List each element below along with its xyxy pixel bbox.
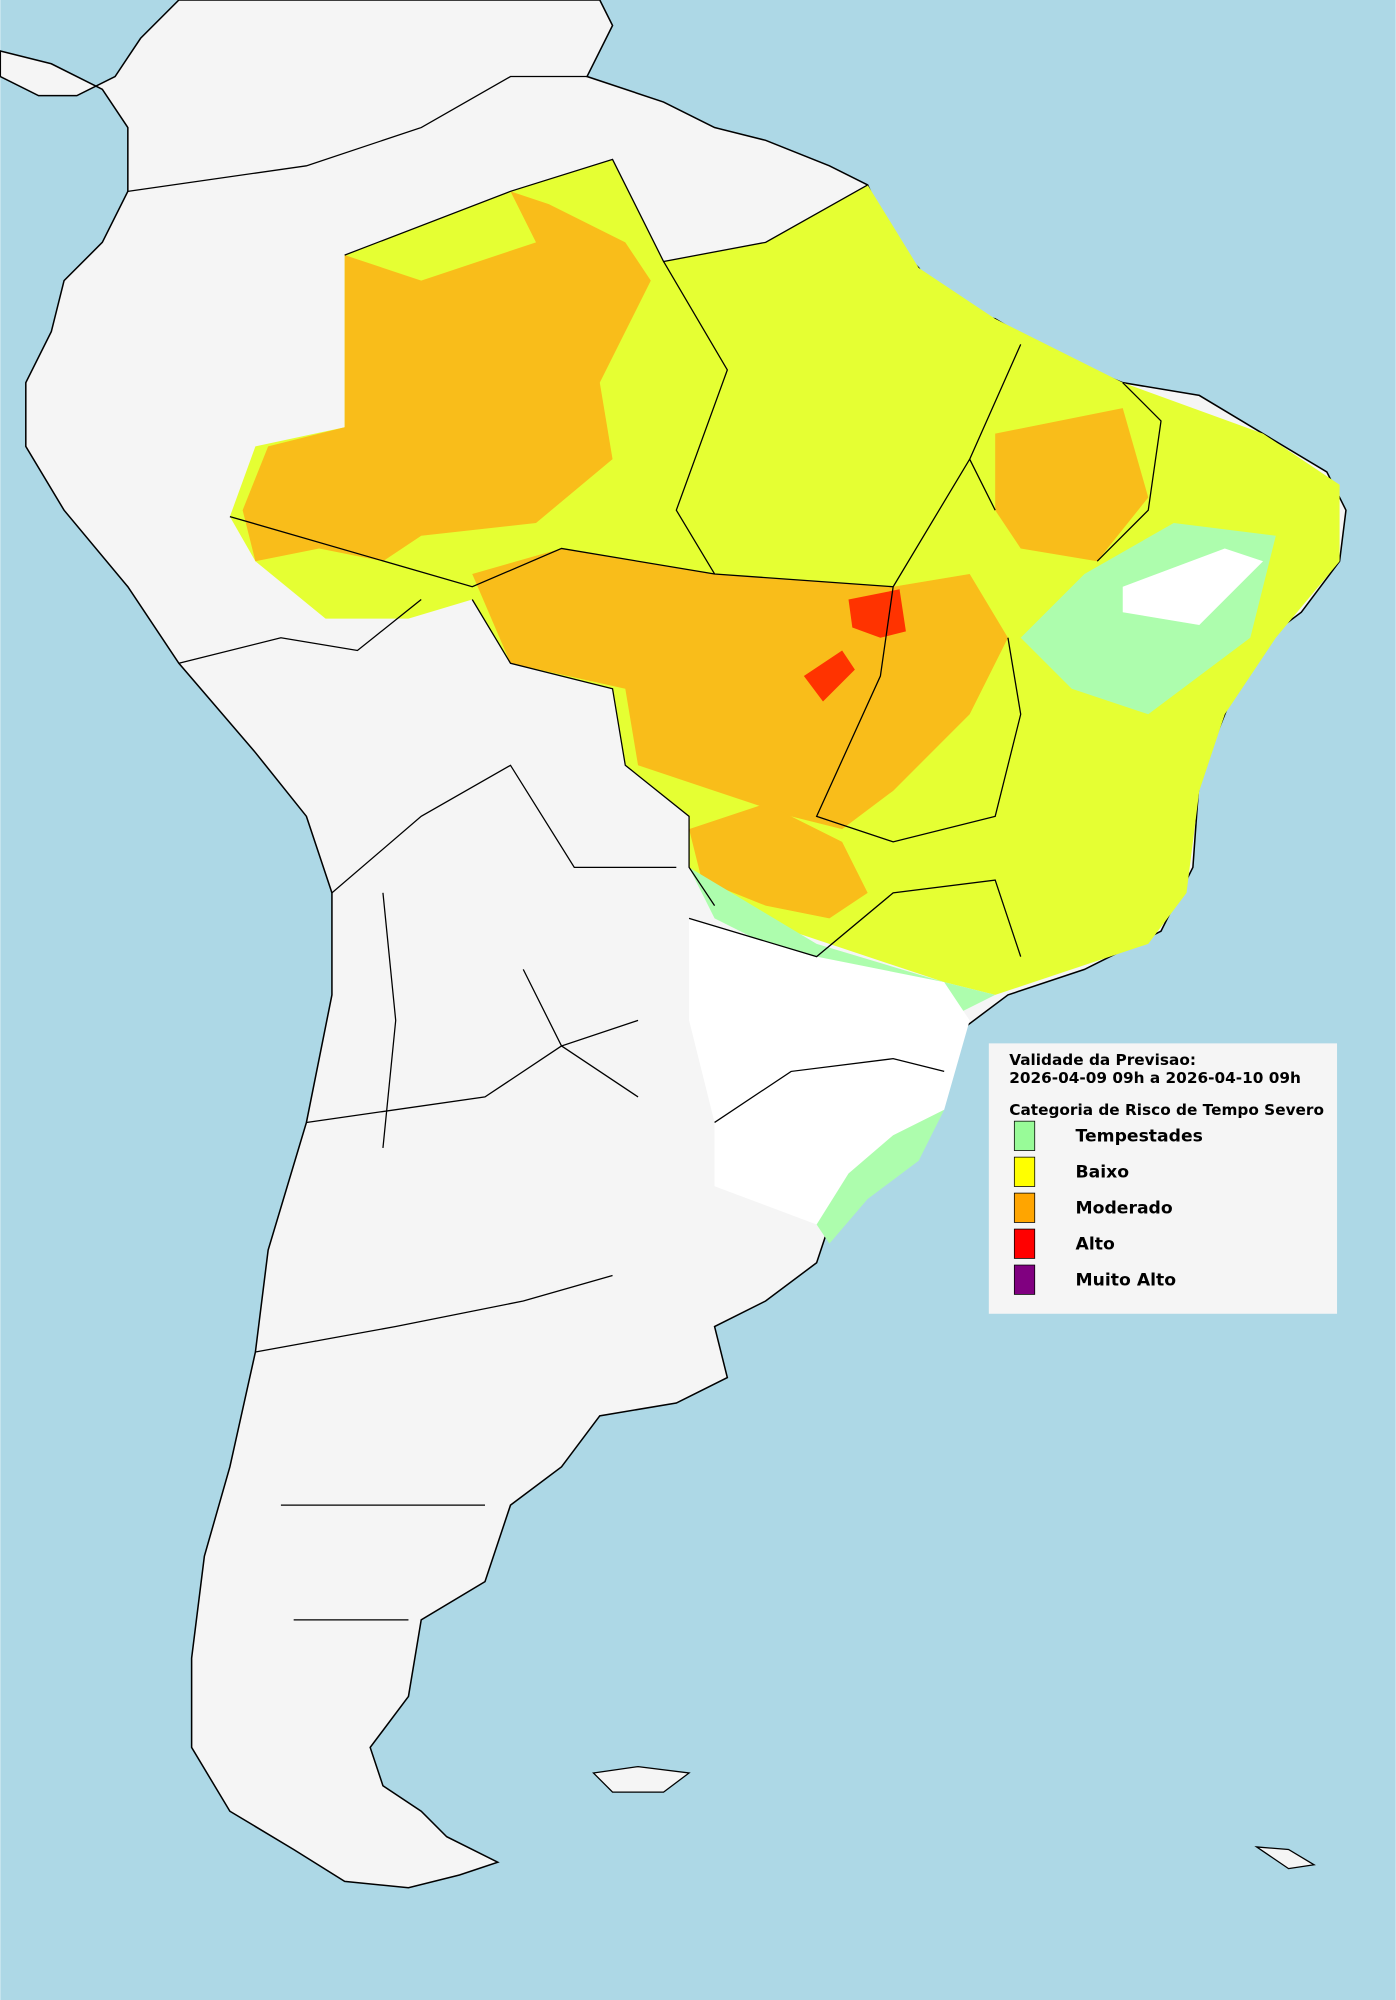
island <box>1254 1846 1316 1870</box>
legend-swatch <box>1013 1228 1036 1259</box>
risk-area-moderado <box>995 408 1149 562</box>
legend-label: Alto <box>1076 1234 1115 1254</box>
legend-label: Baixo <box>1076 1163 1130 1183</box>
validity-period: 2026-04-09 09h a 2026-04-10 09h <box>1009 1069 1301 1087</box>
legend-label: Tempestades <box>1076 1127 1203 1147</box>
no-risk-area <box>1122 548 1264 625</box>
risk-area-alto <box>803 650 855 702</box>
legend-swatch <box>1013 1156 1036 1187</box>
legend-label: Moderado <box>1076 1199 1173 1219</box>
risk-area-tempestades <box>816 1109 945 1244</box>
legend-swatch <box>1013 1192 1036 1223</box>
risk-area-moderado <box>242 191 651 562</box>
legend-swatch <box>1013 1264 1036 1295</box>
island <box>592 1765 691 1793</box>
legend-items: Tempestades Baixo Moderado Alto Muito Alto <box>1013 1120 1203 1295</box>
risk-area-moderado <box>689 803 868 919</box>
legend-title: Categoria de Risco de Tempo Severo <box>1009 1101 1324 1119</box>
legend-label: Muito Alto <box>1076 1270 1177 1290</box>
validity-label: Validade da Previsao: <box>1009 1051 1196 1069</box>
borders <box>127 75 1162 1621</box>
legend-box <box>988 1043 1338 1314</box>
legend-swatch <box>1013 1120 1036 1151</box>
